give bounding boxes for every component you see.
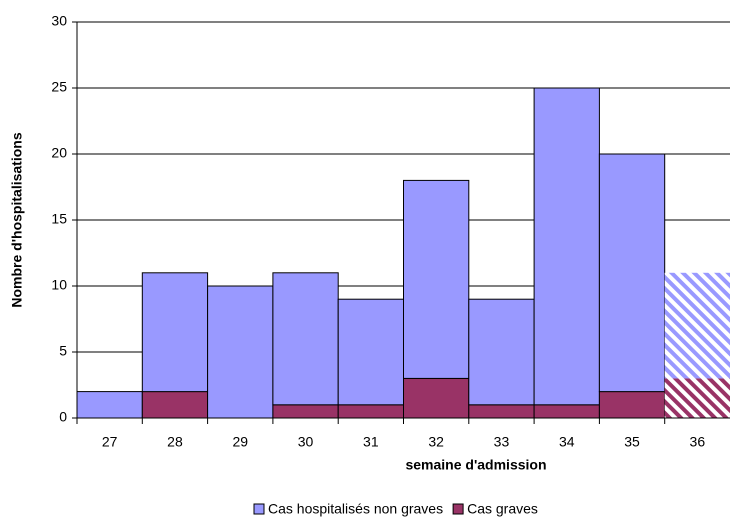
y-tick-label: 15 (51, 211, 67, 227)
bar-segment (207, 285, 274, 419)
bar-segment (598, 153, 666, 393)
x-tick-label: 28 (167, 434, 183, 450)
bar-segment (141, 272, 209, 393)
x-tick-label: 32 (428, 434, 444, 450)
y-tick-label: 20 (51, 145, 67, 161)
y-tick-label: 10 (51, 277, 67, 293)
x-tick-label: 31 (363, 434, 379, 450)
legend-label: Cas hospitalisés non graves (268, 501, 443, 517)
x-tick-label: 30 (298, 434, 314, 450)
bar-segment (403, 377, 470, 419)
y-tick-label: 0 (59, 409, 67, 425)
bar-segment (337, 404, 405, 419)
legend-swatch (253, 503, 265, 515)
bar-segment (664, 272, 730, 379)
bar-segment (141, 391, 209, 419)
y-tick-label: 5 (59, 343, 67, 359)
bar-segment (468, 404, 535, 419)
x-tick-label: 33 (494, 434, 510, 450)
x-tick-label: 36 (690, 434, 706, 450)
bar-segment (272, 272, 339, 406)
bar-segment (468, 298, 535, 406)
bar-segment (533, 404, 600, 419)
bar-segment (337, 298, 405, 406)
x-tick-label: 34 (559, 434, 575, 450)
bar-segment (664, 378, 730, 418)
y-axis-title: Nombre d'hospitalisations (9, 132, 25, 307)
bar-segment (272, 404, 339, 419)
bar-segment (598, 391, 666, 419)
bar-segment (403, 179, 470, 379)
y-tick-label: 30 (51, 13, 67, 29)
legend-swatch (452, 503, 464, 515)
y-tick-label: 25 (51, 79, 67, 95)
legend-label: Cas graves (467, 501, 538, 517)
bar-segment (76, 391, 143, 419)
x-tick-label: 29 (232, 434, 248, 450)
x-tick-label: 27 (102, 434, 118, 450)
bar-segment (533, 87, 600, 406)
x-tick-label: 35 (624, 434, 640, 450)
x-axis-title: semaine d'admission (405, 457, 546, 473)
